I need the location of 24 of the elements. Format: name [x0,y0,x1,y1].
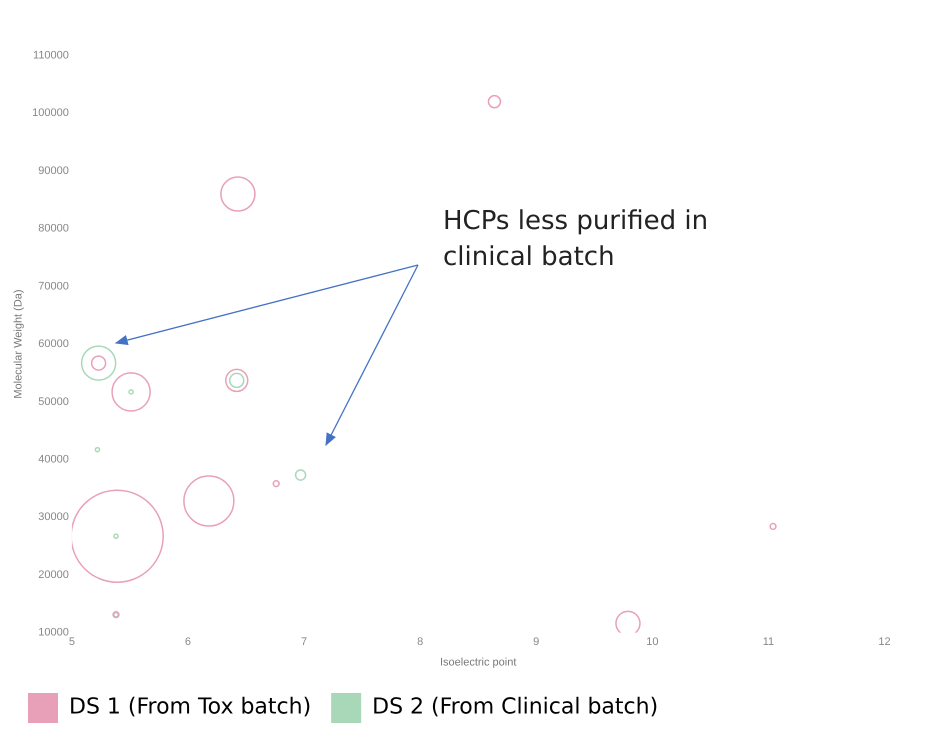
y-tick-label: 80000 [38,222,69,235]
x-tick-label: 10 [646,636,658,648]
x-tick-label: 9 [533,636,540,648]
y-tick-label: 40000 [38,454,69,466]
y-tick-label: 20000 [38,568,69,581]
x-tick-label: 6 [184,636,192,648]
x-tick-label: 7 [301,636,308,648]
y-tick-label: 100000 [32,107,69,120]
x-tick-label: 11 [762,636,774,648]
x-tick-label: 8 [417,636,424,648]
legend-label: DS 1 (From Tox batch) [69,694,312,720]
y-tick-label: 60000 [38,338,69,350]
annotation: HCPs less purified in clinical batch [443,205,710,274]
legend-label: DS 2 (From Clinical batch) [372,694,658,720]
y-tick-label: 110000 [33,50,69,62]
y-tick-label: 50000 [38,396,69,408]
y-axis-title: Molecular Weight (Da) [12,289,25,399]
x-axis-title: Isoelectric point [440,656,516,668]
x-tick-label: 12 [878,636,891,648]
y-tick-label: 30000 [38,511,69,524]
y-tick-label: 10000 [38,626,69,639]
x-tick-label: 5 [68,636,75,648]
y-tick-label: 90000 [38,164,69,177]
y-tick-label: 70000 [38,280,69,292]
